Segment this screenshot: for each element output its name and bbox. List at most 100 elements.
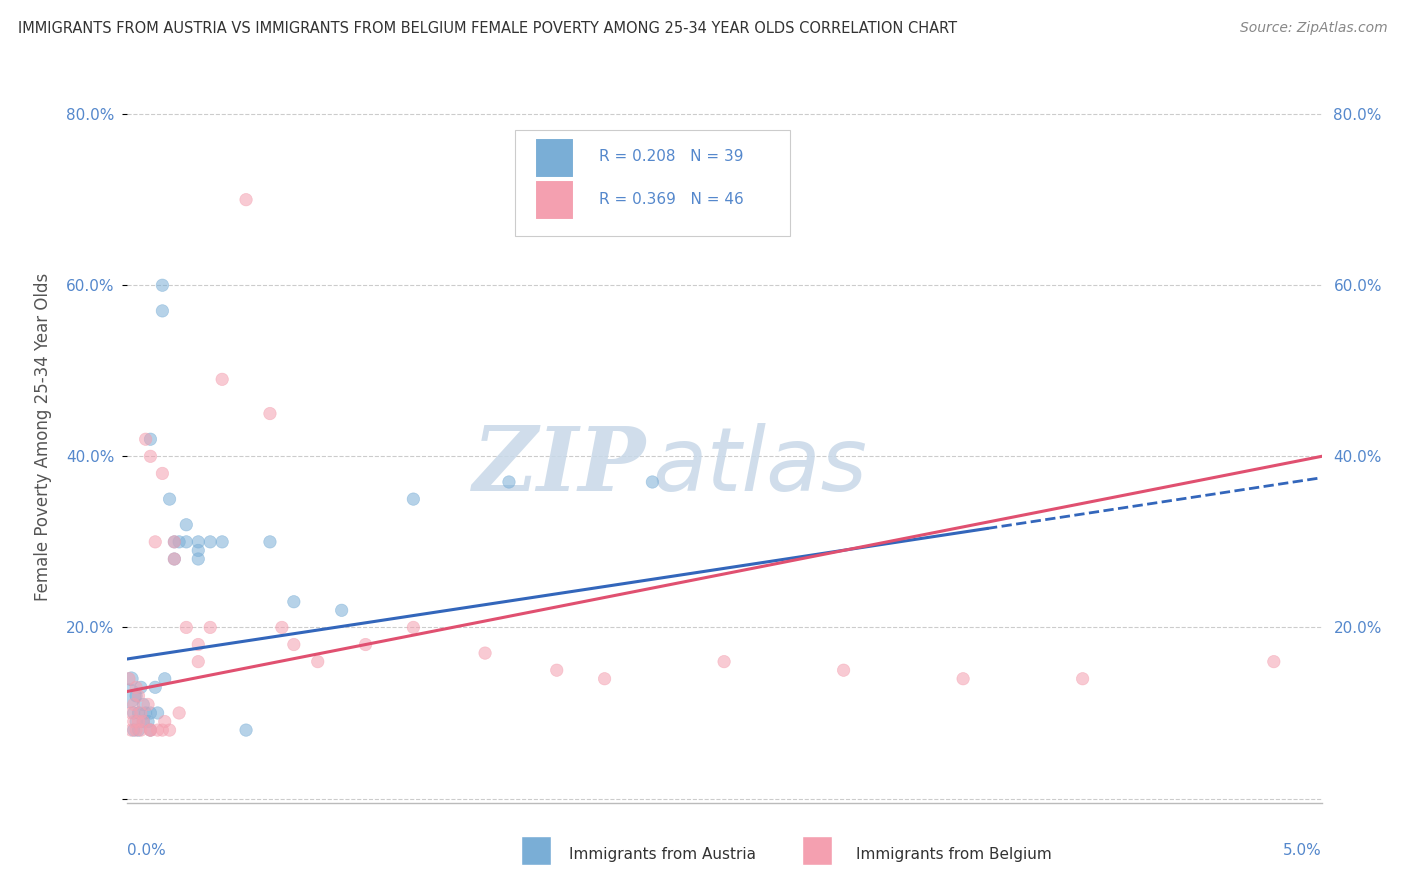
- FancyBboxPatch shape: [536, 180, 574, 220]
- FancyBboxPatch shape: [801, 836, 831, 865]
- Point: [139, 723, 162, 737]
- Point: [152, 723, 174, 737]
- Point: [139, 450, 162, 464]
- Point: [163, 534, 186, 549]
- Point: [120, 723, 142, 737]
- Point: [641, 475, 664, 489]
- Point: [235, 723, 257, 737]
- Point: [146, 723, 169, 737]
- Point: [283, 595, 305, 609]
- Point: [135, 706, 157, 720]
- Point: [136, 698, 159, 712]
- Point: [270, 620, 294, 634]
- Point: [546, 663, 568, 677]
- Point: [163, 534, 186, 549]
- Point: [832, 663, 855, 677]
- Point: [200, 620, 222, 634]
- Text: ZIP: ZIP: [472, 423, 647, 509]
- FancyBboxPatch shape: [520, 836, 551, 865]
- Point: [354, 638, 377, 652]
- Point: [135, 432, 157, 446]
- Point: [174, 534, 197, 549]
- Text: Source: ZipAtlas.com: Source: ZipAtlas.com: [1240, 21, 1388, 35]
- Point: [129, 723, 152, 737]
- Point: [200, 534, 222, 549]
- Y-axis label: Female Poverty Among 25-34 Year Olds: Female Poverty Among 25-34 Year Olds: [34, 273, 52, 601]
- Point: [118, 672, 141, 686]
- Text: atlas: atlas: [652, 424, 868, 509]
- Point: [402, 492, 425, 507]
- Point: [132, 714, 155, 729]
- Point: [211, 372, 233, 386]
- Text: 0.0%: 0.0%: [127, 843, 166, 858]
- FancyBboxPatch shape: [515, 130, 790, 235]
- Point: [474, 646, 496, 660]
- Point: [143, 681, 166, 695]
- Point: [132, 714, 155, 729]
- Point: [122, 698, 145, 712]
- Point: [187, 655, 209, 669]
- Text: IMMIGRANTS FROM AUSTRIA VS IMMIGRANTS FROM BELGIUM FEMALE POVERTY AMONG 25-34 YE: IMMIGRANTS FROM AUSTRIA VS IMMIGRANTS FR…: [18, 21, 957, 36]
- Point: [143, 534, 166, 549]
- Point: [127, 723, 149, 737]
- Point: [187, 543, 209, 558]
- Point: [163, 552, 186, 566]
- Point: [159, 492, 181, 507]
- FancyBboxPatch shape: [536, 137, 574, 178]
- Point: [1263, 655, 1285, 669]
- Point: [259, 407, 281, 421]
- Point: [139, 723, 162, 737]
- Point: [129, 706, 152, 720]
- Point: [152, 467, 174, 481]
- Point: [127, 706, 149, 720]
- Point: [120, 672, 142, 686]
- Point: [146, 706, 169, 720]
- Point: [139, 432, 162, 446]
- Point: [118, 689, 141, 703]
- Point: [174, 620, 197, 634]
- Point: [125, 714, 148, 729]
- Point: [163, 552, 186, 566]
- Point: [952, 672, 974, 686]
- Text: Immigrants from Belgium: Immigrants from Belgium: [855, 847, 1052, 862]
- Point: [139, 706, 162, 720]
- Point: [127, 714, 149, 729]
- Point: [122, 723, 145, 737]
- Point: [402, 620, 425, 634]
- Point: [159, 723, 181, 737]
- Point: [187, 638, 209, 652]
- Point: [174, 517, 197, 532]
- Point: [307, 655, 329, 669]
- Text: Immigrants from Austria: Immigrants from Austria: [568, 847, 756, 862]
- Point: [167, 706, 190, 720]
- Point: [125, 689, 148, 703]
- Point: [235, 193, 257, 207]
- Point: [153, 714, 176, 729]
- Point: [139, 723, 162, 737]
- Point: [122, 714, 145, 729]
- Point: [167, 534, 190, 549]
- Point: [152, 278, 174, 293]
- Point: [120, 706, 142, 720]
- Point: [125, 723, 148, 737]
- Point: [259, 534, 281, 549]
- Point: [498, 475, 520, 489]
- Point: [153, 672, 176, 686]
- Point: [593, 672, 616, 686]
- Point: [1071, 672, 1094, 686]
- Point: [132, 698, 155, 712]
- Point: [211, 534, 233, 549]
- Point: [187, 552, 209, 566]
- Point: [187, 534, 209, 549]
- Point: [136, 714, 159, 729]
- Point: [125, 681, 148, 695]
- Text: R = 0.369   N = 46: R = 0.369 N = 46: [599, 192, 744, 207]
- Point: [152, 304, 174, 318]
- Point: [122, 706, 145, 720]
- Text: R = 0.208   N = 39: R = 0.208 N = 39: [599, 149, 744, 164]
- Point: [127, 689, 149, 703]
- Text: 5.0%: 5.0%: [1282, 843, 1322, 858]
- Point: [713, 655, 735, 669]
- Point: [283, 638, 305, 652]
- Point: [129, 681, 152, 695]
